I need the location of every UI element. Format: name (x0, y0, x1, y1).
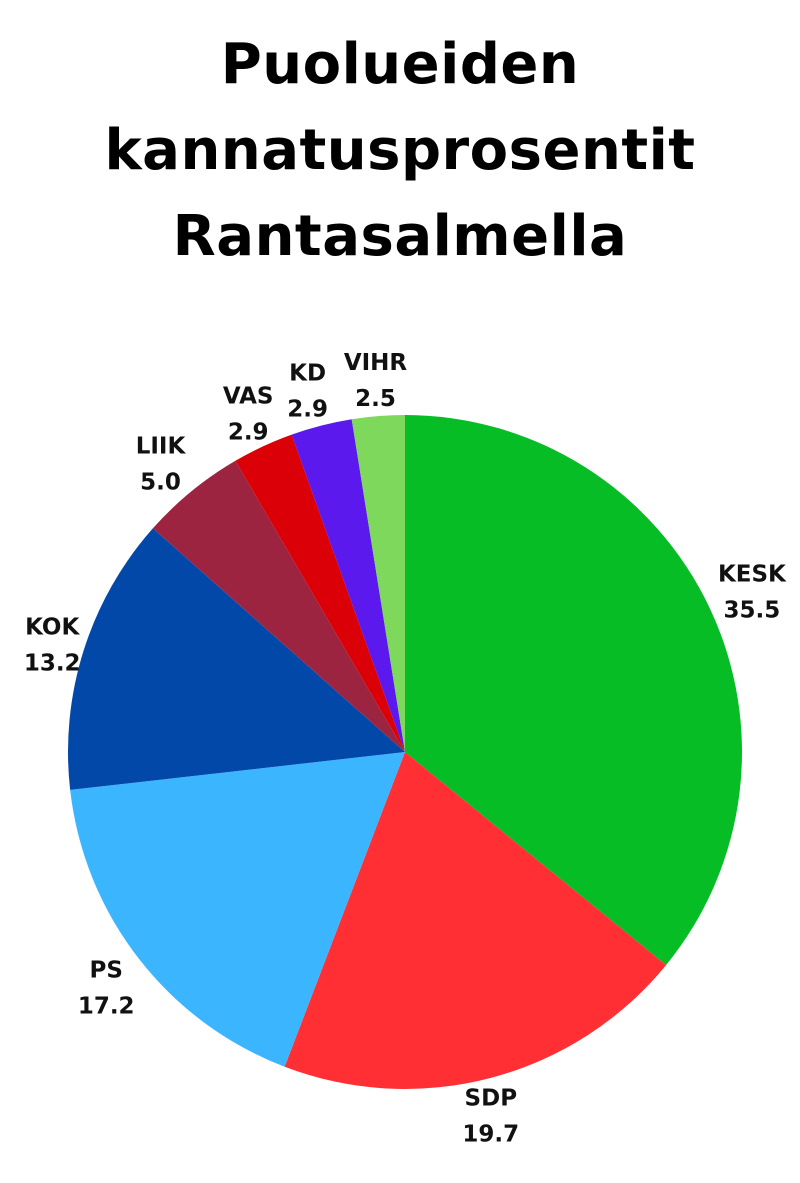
slice-label-value-vas: 2.9 (228, 420, 269, 446)
slice-label-value-liik: 5.0 (140, 470, 181, 496)
slice-label-value-kd: 2.9 (287, 397, 328, 423)
pie-slice-sdp (284, 752, 667, 1089)
slice-label-value-sdp: 19.7 (462, 1122, 519, 1148)
chart-title-line-2: kannatusprosentit (104, 118, 696, 183)
slice-label-name-ps: PS (89, 958, 122, 984)
slice-label-value-kesk: 35.5 (724, 597, 781, 623)
slice-label-name-sdp: SDP (465, 1086, 518, 1112)
slice-label-name-vas: VAS (223, 384, 274, 410)
chart-title-line-3: Rantasalmella (172, 204, 628, 269)
chart-title-line-1: Puolueiden (220, 32, 580, 97)
slice-label-name-kok: KOK (25, 614, 80, 640)
pie-slice-ps (70, 752, 405, 1067)
chart-title: Puolueiden kannatusprosentit Rantasalmel… (0, 22, 800, 280)
slice-label-name-kesk: KESK (718, 561, 787, 587)
pie-slices (67, 415, 743, 1089)
pie-slice-kesk (405, 415, 743, 966)
slice-label-name-liik: LIIK (136, 434, 187, 460)
slice-label-value-kok: 13.2 (24, 650, 81, 676)
slice-label-name-kd: KD (289, 361, 326, 387)
pie-labels: KESK 35.5 SDP 19.7 PS 17.2 KOK 13.2 LIIK 5.0 VAS 2.… (24, 350, 787, 1147)
slice-label-value-vihr: 2.5 (355, 386, 396, 412)
pie-slice-vihr (351, 415, 405, 752)
pie-slice-kok (67, 528, 405, 790)
pie-slice-kd (291, 419, 405, 752)
slice-label-value-ps: 17.2 (78, 994, 135, 1020)
pie-slice-liik (152, 460, 405, 752)
slice-label-name-vihr: VIHR (344, 350, 408, 376)
pie-slice-vas (235, 434, 405, 752)
